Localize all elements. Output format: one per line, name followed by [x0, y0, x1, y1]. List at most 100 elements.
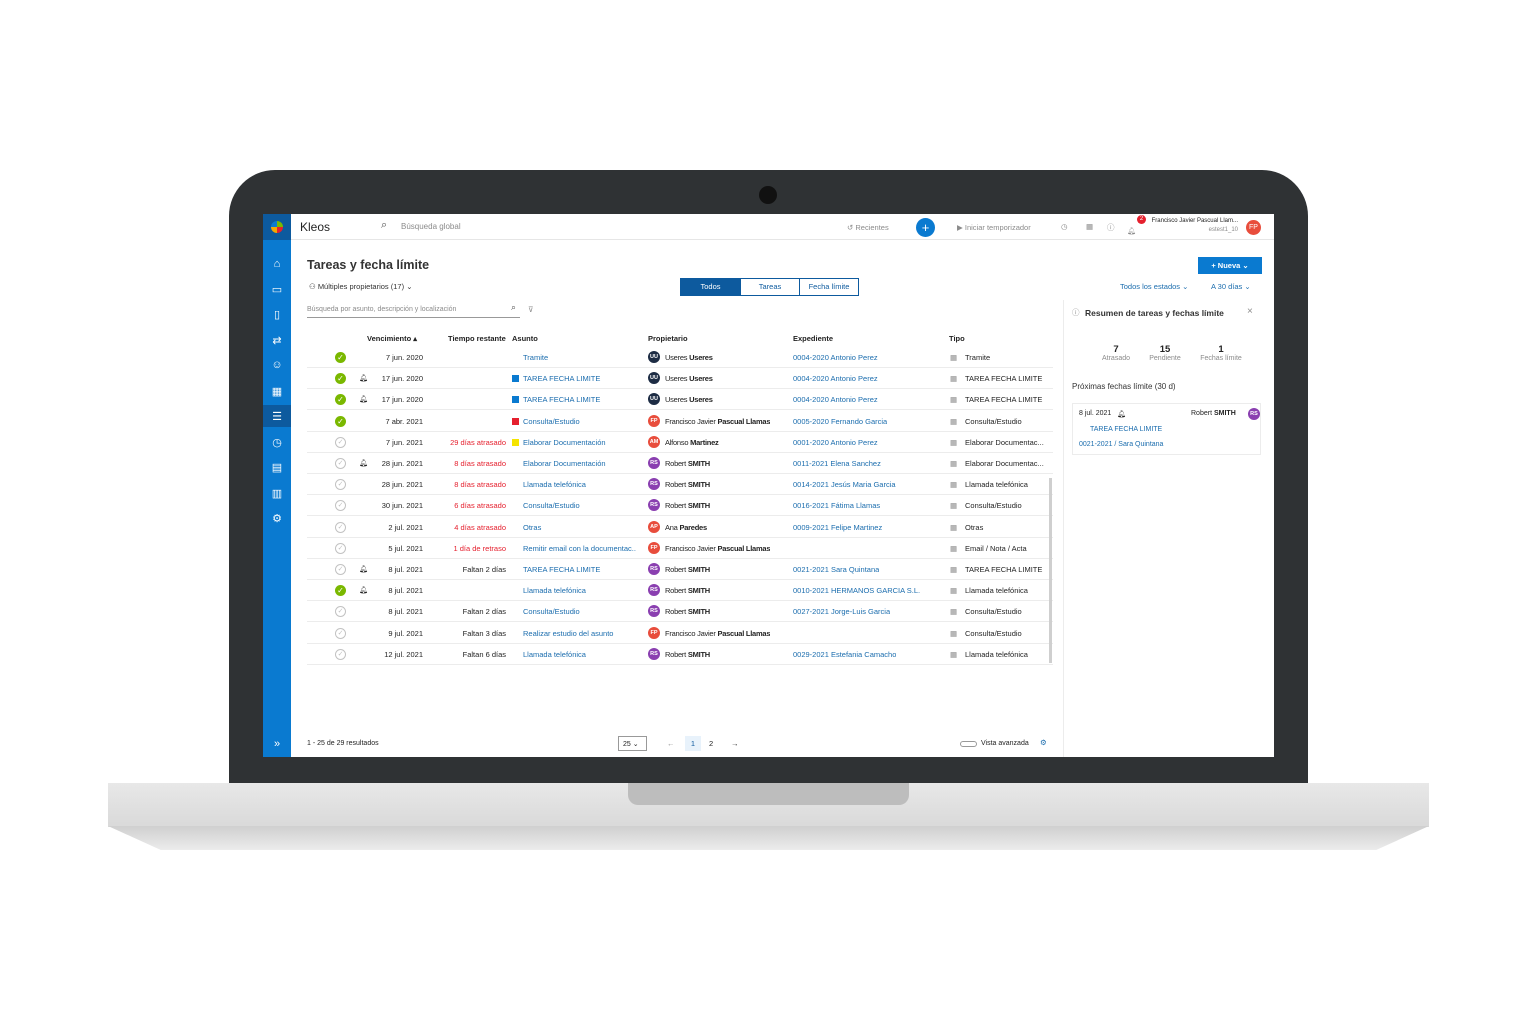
- deadline-card[interactable]: 8 jul. 2021 🔔︎ Robert SMITH RS TAREA FEC…: [1072, 403, 1261, 455]
- table-row[interactable]: ✓ 2 jul. 2021 4 días atrasado Otras AP Ana Pa…: [307, 517, 1053, 538]
- new-button[interactable]: + Nueva ⌄: [1198, 257, 1262, 274]
- file-link[interactable]: 0021-2021 Sara Quintana: [793, 565, 880, 574]
- timer-icon[interactable]: ◷: [272, 436, 282, 449]
- file-link[interactable]: 0010-2021 HERMANOS GARCIA S.L.: [793, 586, 921, 596]
- page-size-select[interactable]: 25 ⌄: [618, 736, 647, 751]
- expand-icon[interactable]: »: [273, 738, 281, 750]
- open-check-icon[interactable]: ✓: [335, 606, 346, 618]
- table-scrollbar[interactable]: [1049, 478, 1052, 663]
- subject-link[interactable]: Consulta/Estudio: [523, 501, 580, 511]
- tasks-icon[interactable]: ☰: [263, 405, 291, 427]
- open-check-icon[interactable]: ✓: [335, 458, 346, 469]
- open-check-icon[interactable]: ✓: [335, 627, 346, 639]
- header-file[interactable]: Expediente: [793, 334, 834, 343]
- open-check-icon[interactable]: ✓: [335, 436, 346, 448]
- subject-link[interactable]: TAREA FECHA LIMITE: [523, 565, 601, 574]
- file-link[interactable]: 0027-2021 Jorge-Luis Garcia: [793, 607, 891, 617]
- file-link[interactable]: 0004-2020 Antonio Perez: [793, 353, 878, 362]
- recent-button[interactable]: ↺ Recientes: [847, 223, 889, 232]
- completed-check-icon[interactable]: ✓: [335, 415, 346, 427]
- subject-link[interactable]: Elaborar Documentación: [523, 437, 606, 447]
- subject-link[interactable]: TAREA FECHA LIMITE: [523, 395, 601, 405]
- open-check-icon[interactable]: ✓: [335, 542, 346, 554]
- file-link[interactable]: 0014-2021 Jesús Maria Garcia: [793, 480, 896, 490]
- header-type[interactable]: Tipo: [949, 334, 965, 343]
- table-row[interactable]: ✓ 30 jun. 2021 6 días atrasado Consulta/Est…: [307, 495, 1053, 517]
- subject-link[interactable]: Consulta/Estudio: [523, 416, 580, 426]
- add-button[interactable]: +: [916, 218, 935, 237]
- global-search-input[interactable]: Búsqueda global: [401, 222, 461, 231]
- subject-link[interactable]: Llamada telefónica: [523, 586, 586, 596]
- calendar-icon[interactable]: ▦: [271, 385, 283, 398]
- header-due[interactable]: Vencimiento ▴: [367, 334, 418, 343]
- subject-link[interactable]: Llamada telefónica: [523, 649, 586, 659]
- tab-todos[interactable]: Todos: [681, 279, 740, 295]
- subject-link[interactable]: Realizar estudio del asunto: [523, 628, 614, 638]
- subject-link[interactable]: Elaborar Documentación: [523, 459, 606, 468]
- page-1[interactable]: 1: [685, 736, 701, 751]
- start-timer-button[interactable]: ▶ Iniciar temporizador: [957, 223, 1031, 232]
- file-link[interactable]: 0004-2020 Antonio Perez: [793, 395, 878, 405]
- open-check-icon[interactable]: ✓: [335, 479, 346, 491]
- home-icon[interactable]: ⌂: [273, 258, 281, 270]
- table-settings-icon[interactable]: ⚙: [1040, 738, 1047, 747]
- header-subject[interactable]: Asunto: [512, 334, 538, 343]
- file-link[interactable]: 0005-2020 Fernando Garcia: [793, 416, 888, 426]
- completed-check-icon[interactable]: ✓: [335, 585, 346, 597]
- subject-link[interactable]: Consulta/Estudio: [523, 607, 580, 617]
- close-icon[interactable]: ×: [1247, 306, 1253, 317]
- tab-fecha-limite[interactable]: Fecha límite: [799, 279, 858, 295]
- file-link[interactable]: 0001-2020 Antonio Perez: [793, 437, 878, 447]
- reports-icon[interactable]: ▥: [271, 487, 283, 500]
- completed-check-icon[interactable]: ✓: [335, 352, 346, 363]
- settings-icon[interactable]: ⚙: [272, 512, 282, 525]
- tab-tareas[interactable]: Tareas: [740, 279, 799, 295]
- table-row[interactable]: ✓ 12 jul. 2021 Faltan 6 días Llamada telefó…: [307, 644, 1053, 665]
- user-avatar[interactable]: FP: [1246, 220, 1261, 235]
- billing-icon[interactable]: ▤: [271, 461, 283, 474]
- file-link[interactable]: 0004-2020 Antonio Perez: [793, 374, 878, 384]
- table-row[interactable]: ✓ 8 jul. 2021 Faltan 2 días Consulta/Estudi…: [307, 601, 1053, 623]
- transfer-icon[interactable]: ⇄: [272, 334, 282, 347]
- table-row[interactable]: ✓ 5 jul. 2021 1 día de retraso Remitir emai…: [307, 538, 1053, 559]
- open-check-icon[interactable]: ✓: [335, 648, 346, 660]
- stopwatch-icon[interactable]: ◷: [1061, 222, 1068, 231]
- table-row[interactable]: ✓ 28 jun. 2021 8 días atrasado Llamada tele…: [307, 474, 1053, 496]
- calendar-top-icon[interactable]: ▦: [1086, 222, 1094, 231]
- advanced-view-toggle[interactable]: [960, 741, 977, 747]
- open-check-icon[interactable]: ✓: [335, 500, 346, 512]
- filter-icon[interactable]: ⊽: [528, 305, 534, 314]
- next-page-icon[interactable]: →: [731, 739, 739, 748]
- help-icon[interactable]: ⓘ: [1107, 223, 1115, 232]
- subject-link[interactable]: Tramite: [523, 353, 549, 362]
- completed-check-icon[interactable]: ✓: [335, 373, 346, 385]
- prev-page-icon[interactable]: ←: [667, 739, 675, 748]
- card-subject[interactable]: TAREA FECHA LIMITE: [1090, 426, 1163, 433]
- table-row[interactable]: ✓ 7 abr. 2021 Consulta/Estudio FP Francisco …: [307, 411, 1053, 432]
- table-row[interactable]: ✓ 🔔︎ 17 jun. 2020 TAREA FECHA LIMITE UU Usere…: [307, 389, 1053, 411]
- table-row[interactable]: ✓ 🔔︎ 17 jun. 2020 TAREA FECHA LIMITE UU Usere…: [307, 368, 1053, 390]
- subject-link[interactable]: Llamada telefónica: [523, 480, 586, 490]
- card-file[interactable]: 0021-2021 / Sara Quintana: [1079, 441, 1164, 448]
- owners-filter[interactable]: ⚇ Múltiples propietarios (17) ⌄: [309, 282, 413, 291]
- page-2[interactable]: 2: [709, 739, 714, 748]
- header-remaining[interactable]: Tiempo restante: [448, 334, 506, 343]
- range-filter[interactable]: A 30 días ⌄: [1211, 282, 1251, 291]
- file-link[interactable]: 0009-2021 Felipe Martinez: [793, 522, 883, 532]
- open-check-icon[interactable]: ✓: [335, 521, 346, 533]
- table-row[interactable]: ✓ 7 jun. 2020 Tramite UU Useres Useres 0004-2…: [307, 347, 1053, 368]
- table-row[interactable]: ✓ 9 jul. 2021 Faltan 3 días Realizar estudi…: [307, 623, 1053, 644]
- file-link[interactable]: 0029-2021 Estefania Camacho: [793, 649, 897, 659]
- subject-link[interactable]: TAREA FECHA LIMITE: [523, 374, 601, 384]
- bell-icon[interactable]: 🔔︎: [1127, 228, 1136, 235]
- contacts-icon[interactable]: ☺: [271, 359, 283, 371]
- table-row[interactable]: ✓ 7 jun. 2021 29 días atrasado Elaborar Doc…: [307, 432, 1053, 453]
- completed-check-icon[interactable]: ✓: [335, 394, 346, 406]
- status-filter[interactable]: Todos los estados ⌄: [1120, 282, 1189, 291]
- folder-icon[interactable]: ▭: [271, 283, 283, 296]
- header-owner[interactable]: Propietario: [648, 334, 688, 343]
- file-link[interactable]: 0016-2021 Fátima Llamas: [793, 501, 881, 511]
- table-row[interactable]: ✓ 🔔︎ 8 jul. 2021 Llamada telefónica RS Robert…: [307, 580, 1053, 602]
- file-link[interactable]: 0011-2021 Elena Sanchez: [793, 459, 881, 468]
- subject-link[interactable]: Remitir email con la documentac..: [523, 543, 636, 553]
